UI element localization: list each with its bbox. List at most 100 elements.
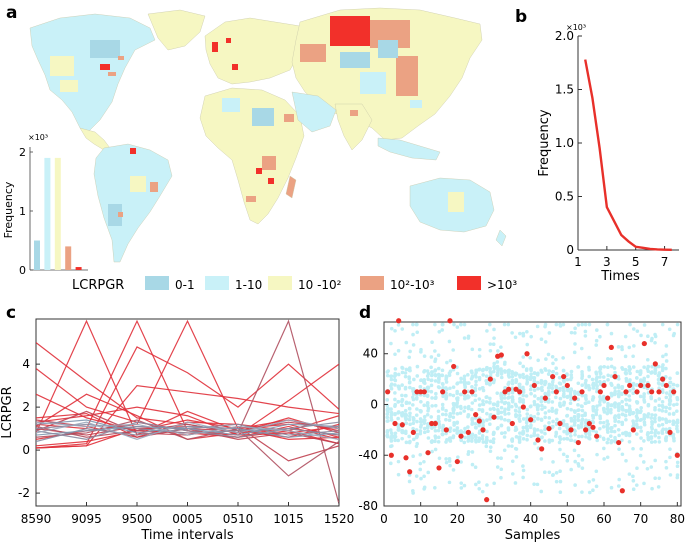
d-background-point (396, 372, 401, 377)
d-background-point (477, 397, 482, 401)
d-background-point (408, 349, 412, 354)
d-highlight-point (451, 363, 457, 370)
d-background-point (481, 418, 485, 423)
d-highlight-point (392, 420, 398, 427)
map-southeast-asia (377, 137, 441, 161)
d-highlight-point (491, 414, 497, 420)
d-background-point (641, 460, 646, 464)
legend-swatch (145, 276, 169, 290)
d-background-point (433, 439, 437, 444)
d-background-point (565, 426, 570, 430)
d-background-point (385, 415, 390, 420)
d-background-point (675, 429, 680, 434)
d-background-point (481, 385, 485, 390)
d-background-point (459, 438, 464, 443)
d-background-point (660, 422, 665, 427)
d-background-point (613, 386, 617, 390)
d-background-point (573, 420, 577, 425)
d-background-point (543, 324, 547, 329)
d-highlight-point (546, 425, 552, 432)
d-background-point (631, 411, 635, 416)
d-background-point (437, 385, 442, 390)
d-background-point (572, 350, 577, 355)
d-background-point (664, 395, 669, 400)
d-background-point (609, 381, 613, 386)
d-background-point (436, 372, 441, 377)
d-background-point (463, 426, 467, 431)
d-background-point (451, 348, 456, 352)
d-background-point (565, 406, 570, 411)
d-background-point (525, 380, 530, 385)
d-background-point (385, 398, 390, 402)
d-background-point (491, 406, 496, 411)
d-background-point (627, 345, 632, 350)
d-background-point (403, 371, 408, 375)
d-background-point (565, 431, 569, 436)
d-background-point (389, 418, 394, 422)
c-series-line (36, 363, 339, 436)
d-background-point (436, 353, 441, 358)
d-background-point (653, 407, 657, 412)
d-background-point (635, 411, 640, 415)
d-background-point (517, 382, 522, 387)
d-background-point (396, 411, 400, 415)
inset-ytick-label: 1 (19, 205, 26, 218)
d-background-point (649, 338, 654, 343)
d-background-point (491, 437, 496, 441)
d-background-point (642, 400, 647, 404)
d-background-point (489, 371, 493, 376)
d-background-point (561, 452, 566, 457)
c-series-line (36, 346, 339, 449)
d-background-point (415, 330, 420, 335)
d-background-point (470, 347, 475, 352)
d-background-point (429, 383, 434, 388)
d-background-point (616, 419, 621, 424)
d-background-point (584, 385, 588, 390)
d-background-point (613, 423, 617, 428)
d-background-point (664, 405, 669, 410)
d-background-point (507, 402, 511, 407)
d-background-point (488, 366, 493, 371)
d-highlight-point (524, 351, 530, 357)
d-background-point (521, 372, 525, 377)
d-background-point (601, 420, 606, 425)
d-background-point (393, 438, 397, 443)
d-background-point (458, 404, 463, 409)
d-background-point (499, 431, 504, 436)
d-background-point (440, 368, 445, 373)
d-background-point (609, 364, 614, 369)
d-background-point (396, 459, 401, 464)
d-background-point (529, 368, 533, 373)
d-background-point (466, 437, 471, 441)
d-background-point (639, 436, 643, 440)
d-highlight-point (553, 389, 559, 395)
d-background-point (657, 408, 662, 412)
d-background-point (606, 365, 610, 370)
d-background-point (624, 417, 628, 422)
d-background-point (436, 380, 441, 384)
d-background-point (562, 429, 566, 434)
d-background-point (433, 485, 437, 490)
d-background-point (517, 373, 522, 378)
d-background-point (525, 374, 529, 379)
d-background-point (411, 421, 416, 426)
d-background-point (550, 438, 555, 443)
d-background-point (631, 478, 636, 483)
d-background-point (513, 402, 518, 407)
d-background-point (606, 404, 610, 409)
b-ytick-label: 2.0 (555, 29, 574, 43)
d-background-point (426, 421, 430, 426)
d-background-point (510, 381, 515, 386)
d-background-point (400, 428, 405, 433)
d-xtick-label: 50 (560, 512, 575, 526)
d-highlight-point (605, 395, 611, 401)
d-background-point (389, 374, 393, 379)
d-background-point (459, 430, 464, 434)
d-background-point (415, 364, 420, 369)
d-background-point (546, 352, 551, 357)
d-background-point (576, 417, 580, 422)
d-background-point (573, 483, 577, 487)
d-background-point (436, 440, 441, 444)
d-background-point (470, 371, 474, 375)
d-background-point (617, 415, 621, 420)
